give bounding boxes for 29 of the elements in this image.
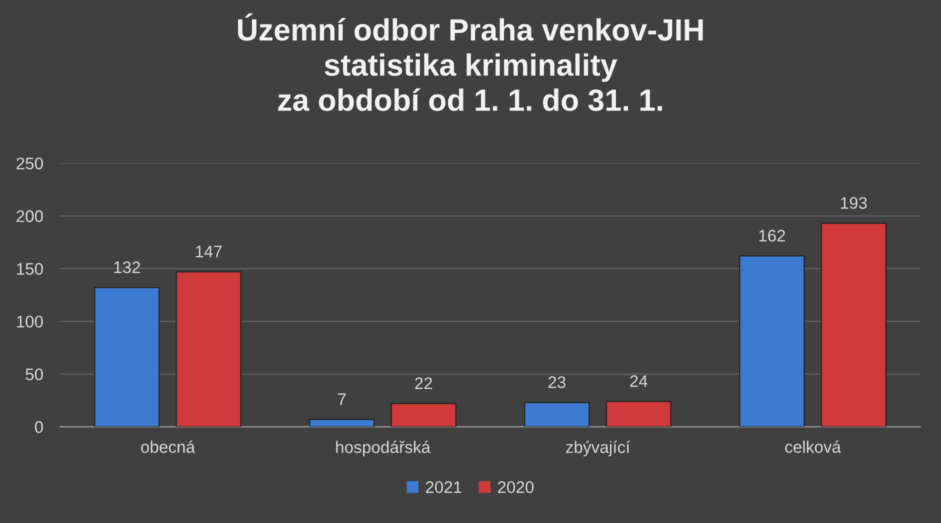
bar xyxy=(606,400,672,427)
y-tick-label: 150 xyxy=(17,263,43,275)
x-tick-label: zbývající xyxy=(566,440,630,456)
y-tick-label: 200 xyxy=(16,210,43,222)
bar xyxy=(524,402,590,427)
data-label: 132 xyxy=(114,261,140,274)
bar xyxy=(94,287,160,427)
x-tick-label: obecná xyxy=(141,440,196,453)
bar xyxy=(739,255,805,427)
y-tick-label: 0 xyxy=(34,421,43,433)
data-label: 193 xyxy=(841,197,867,209)
x-tick-label: celková xyxy=(785,440,842,453)
data-label: 147 xyxy=(196,246,222,258)
data-label: 24 xyxy=(630,375,648,387)
data-label: 23 xyxy=(548,376,566,388)
x-tick-label: hospodářská xyxy=(336,440,430,456)
y-tick-label: 50 xyxy=(26,368,43,380)
chart-title: Územní odbor Praha venkov-JIH statistika kriminality za období od 1. 1. do 31. 1. xyxy=(238,13,703,112)
data-label: 162 xyxy=(759,230,786,242)
y-tick-label: 100 xyxy=(17,316,43,328)
y-tick-label: 250 xyxy=(16,158,43,170)
legend-label: 2021 xyxy=(426,481,462,494)
legend-label: 2020 xyxy=(498,481,534,494)
data-label: 7 xyxy=(338,393,346,405)
data-label: 22 xyxy=(415,377,432,389)
bar xyxy=(390,403,456,427)
bar xyxy=(176,271,242,427)
bar xyxy=(820,222,886,427)
bar xyxy=(309,418,375,427)
